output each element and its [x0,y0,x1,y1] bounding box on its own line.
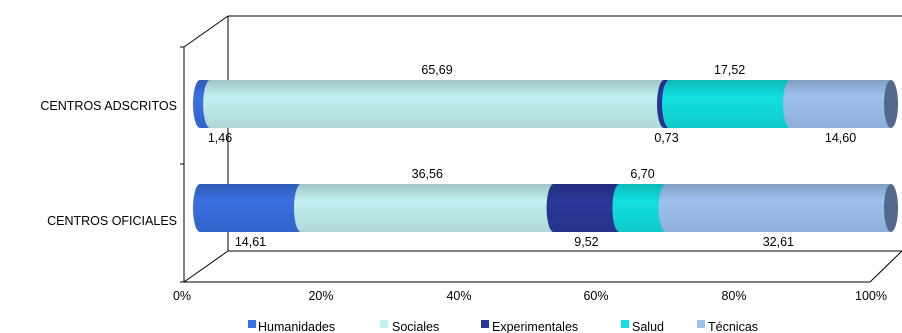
legend-item-sociales: Sociales [380,320,439,333]
legend-item-experimentales: Experimentales [481,320,578,333]
frame-side-top [183,15,229,48]
y-axis-ticks [180,46,184,283]
legend-swatch [481,320,489,328]
legend-item-tecnicas: Técnicas [697,320,758,333]
bar-segment-edge [612,184,627,232]
legend-swatch [621,320,629,328]
legend-label: Humanidades [258,320,335,333]
data-label: 6,70 [630,167,654,181]
x-tick-label: 40% [446,289,471,303]
bar-segment-edge [662,80,677,128]
x-tick-label: 60% [583,289,608,303]
bar-segment-salud [669,80,791,128]
data-label: 14,60 [825,131,856,145]
data-label: 32,61 [763,235,794,249]
legend: Humanidades Sociales Experimentales Salu… [248,320,758,333]
bar-segment-edge [546,184,561,232]
x-tick-label: 0% [173,289,191,303]
x-tick-label: 80% [721,289,746,303]
bar-segment-edge [783,80,798,128]
bar-right-cap [884,184,898,232]
data-label: 1,46 [208,131,232,145]
frame-floor-right [869,250,902,283]
data-labels: 1,46 65,69 0,73 17,52 14,60 14,61 36,56 9,52 6,7… [208,63,856,249]
data-label: 0,73 [654,131,678,145]
legend-label: Sociales [392,320,439,333]
category-label-centros-adscritos: CENTROS ADSCRITOS [40,99,177,113]
data-label: 65,69 [421,63,452,77]
data-label: 9,52 [574,235,598,249]
legend-swatch [248,320,256,328]
bar-segment-sociales [300,184,554,232]
x-tick-label: 20% [308,289,333,303]
data-label: 36,56 [412,167,443,181]
bar-left-cap [193,80,207,128]
chart-frame [183,15,902,283]
x-tick-label: 100% [855,289,887,303]
data-label: 17,52 [714,63,745,77]
bar-segment-tecnicas [665,184,891,232]
bar-segment-humanidades [200,184,301,232]
bar-left-cap [193,184,207,232]
legend-item-humanidades: Humanidades [248,320,335,333]
bar-segment-edge [658,184,673,232]
bar-segment-salud [619,184,666,232]
data-label: 14,61 [235,235,266,249]
x-axis-tick-labels: 0% 20% 40% 60% 80% 100% [173,289,887,303]
bar-cylinders [193,80,898,232]
legend-label: Salud [632,320,664,333]
bar-segment-experimentales [553,184,620,232]
legend-swatch [380,320,388,328]
bar-segment-sociales [210,80,665,128]
legend-swatch [697,320,705,328]
bar-segment-edge [203,80,218,128]
bar-segment-tecnicas [790,80,891,128]
legend-item-salud: Salud [621,320,664,333]
frame-floor-left [183,250,229,283]
legend-label: Técnicas [708,320,758,333]
legend-label: Experimentales [492,320,578,333]
bar-right-cap [884,80,898,128]
category-label-centros-oficiales: CENTROS OFICIALES [47,214,177,228]
bar-segment-edge [293,184,308,232]
